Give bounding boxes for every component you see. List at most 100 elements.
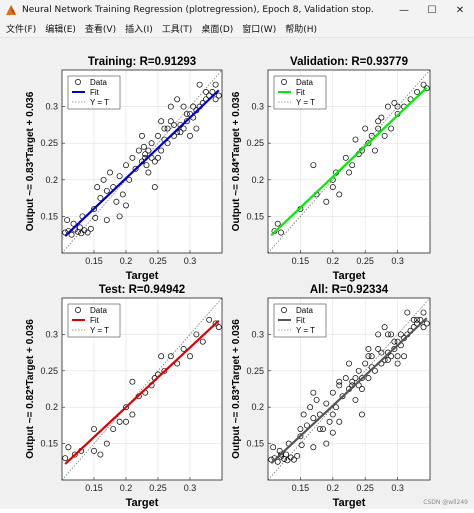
data-point <box>76 224 83 231</box>
data-point <box>161 367 168 374</box>
data-point <box>349 378 356 385</box>
data-point <box>420 324 427 331</box>
fit-line <box>64 319 220 465</box>
legend-data-marker <box>281 79 287 85</box>
data-point <box>161 125 168 132</box>
data-point <box>100 176 107 183</box>
data-point <box>355 367 362 374</box>
data-point <box>71 451 78 458</box>
plot-title: Training: R=0.91293 <box>88 56 196 68</box>
data-point <box>303 422 310 429</box>
x-tick-label: 0.2 <box>120 256 133 266</box>
close-button[interactable]: ✕ <box>455 4 465 16</box>
data-point <box>336 382 343 389</box>
data-point <box>336 191 343 198</box>
menu-edit[interactable]: 编辑(E) <box>45 25 76 35</box>
data-point <box>129 154 136 161</box>
data-point <box>78 230 85 237</box>
menu-insert[interactable]: 插入(I) <box>125 25 153 35</box>
y-tick-label: 0.2 <box>251 402 264 412</box>
y-tick-label: 0.2 <box>45 175 58 185</box>
data-point <box>329 184 336 191</box>
data-point <box>375 118 382 125</box>
data-point <box>68 231 75 238</box>
data-point <box>143 162 150 169</box>
data-point <box>359 375 365 382</box>
data-point <box>371 147 378 154</box>
legend-fit-label: Fit <box>296 316 306 325</box>
menu-desktop[interactable]: 桌面(D) <box>201 25 234 35</box>
axes-frame <box>267 69 431 254</box>
data-point <box>180 125 187 132</box>
data-point <box>310 444 317 451</box>
data-point <box>391 338 398 345</box>
data-point <box>329 429 336 436</box>
data-point <box>196 81 203 88</box>
plot-title: All: R=0.92334 <box>310 284 389 296</box>
data-point <box>190 103 197 110</box>
data-point <box>193 331 200 338</box>
data-point <box>91 447 97 454</box>
x-tick-label: 0.2 <box>327 483 340 493</box>
data-point <box>142 151 149 158</box>
data-point <box>113 198 120 205</box>
data-point <box>284 457 291 464</box>
menu-view[interactable]: 查看(V) <box>84 25 117 35</box>
data-point <box>294 453 301 459</box>
data-point <box>414 316 420 323</box>
legend-data-label: Data <box>296 306 313 315</box>
data-point <box>329 389 336 396</box>
data-point <box>381 132 388 139</box>
data-point <box>401 353 408 360</box>
data-point <box>123 202 129 209</box>
maximize-button[interactable]: ☐ <box>427 4 437 16</box>
y-tick-label: 0.25 <box>246 138 264 148</box>
data-point <box>155 132 161 139</box>
menu-bar: 文件(F) 编辑(E) 查看(V) 插入(I) 工具(T) 桌面(D) 窗口(W… <box>0 20 474 38</box>
data-point <box>158 118 165 125</box>
fit-line <box>270 86 428 237</box>
data-point <box>270 444 277 451</box>
data-point <box>320 426 327 432</box>
data-point <box>103 187 110 194</box>
data-point <box>91 426 97 432</box>
minimize-button[interactable]: — <box>399 4 409 16</box>
data-point <box>151 184 158 191</box>
data-point <box>206 316 213 323</box>
data-point <box>384 356 391 363</box>
data-point <box>174 96 181 103</box>
menu-file[interactable]: 文件(F) <box>6 25 37 35</box>
data-point <box>394 103 401 110</box>
x-tick-label: 0.15 <box>85 256 103 266</box>
data-point <box>132 165 139 172</box>
x-tick-label: 0.3 <box>391 256 404 266</box>
data-point <box>378 114 385 121</box>
data-point <box>171 121 177 128</box>
x-axis-label: Target <box>333 270 366 282</box>
data-point <box>313 396 320 403</box>
data-point <box>384 103 391 110</box>
data-point <box>329 411 336 418</box>
data-point <box>180 103 187 110</box>
data-point <box>346 360 352 367</box>
data-point <box>310 162 317 169</box>
data-point <box>342 154 349 161</box>
x-tick-label: 0.15 <box>292 483 310 493</box>
x-axis-label: Target <box>126 270 159 282</box>
data-point <box>388 125 395 132</box>
plot-title: Test: R=0.94942 <box>99 284 185 296</box>
menu-help[interactable]: 帮助(H) <box>285 25 317 35</box>
regression-plot-4: 0.15 0.15 0.2 0.2 0.25 0.25 0.3 0.3 All: R=0.923… <box>231 284 431 509</box>
data-point <box>91 206 97 213</box>
data-point <box>362 125 369 132</box>
data-point <box>410 316 417 323</box>
data-point <box>417 316 424 323</box>
x-tick-label: 0.25 <box>356 256 374 266</box>
menu-tools[interactable]: 工具(T) <box>161 25 193 35</box>
data-point <box>333 404 339 411</box>
y-tick-label: 0.2 <box>251 175 264 185</box>
y-tick-label: 0.25 <box>40 366 58 376</box>
data-point <box>129 411 136 418</box>
menu-window[interactable]: 窗口(W) <box>242 25 277 35</box>
data-point <box>391 99 398 106</box>
